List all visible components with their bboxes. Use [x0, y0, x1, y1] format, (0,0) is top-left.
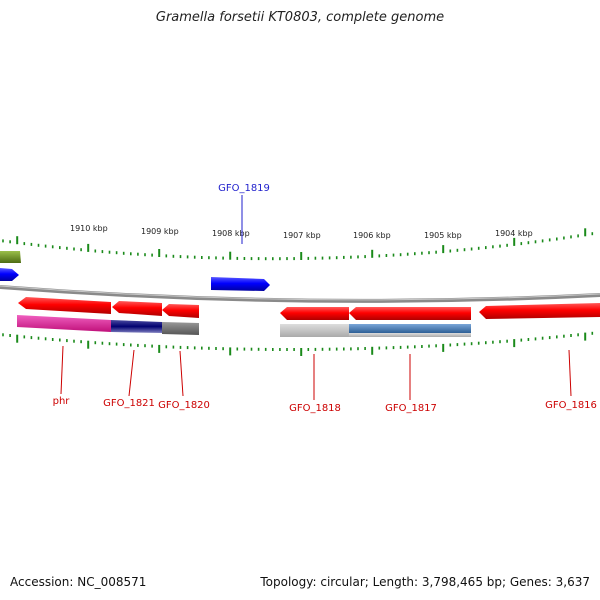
leader-gfo-1821	[128, 349, 135, 397]
lower-tick-ruler	[2, 331, 594, 356]
leader-gfo-1820	[179, 350, 184, 397]
scale-label-1908: 1908 kbp	[212, 229, 250, 238]
gene-label-gfo-1817[interactable]: GFO_1817	[385, 403, 437, 414]
product-bar-gfo-1818[interactable]	[280, 324, 349, 337]
gene-arrow-gfo-1817[interactable]	[349, 307, 471, 320]
upper-tick-ruler	[2, 228, 594, 261]
scale-label-1905: 1905 kbp	[424, 231, 462, 240]
gene-label-gfo-1820[interactable]: GFO_1820	[158, 400, 210, 411]
gene-arrow-gfo-1819[interactable]	[211, 277, 270, 291]
gene-label-gfo-1816[interactable]: GFO_1816	[545, 400, 597, 411]
gene-arrow-gfo-1818[interactable]	[280, 307, 349, 320]
scale-label-1910: 1910 kbp	[70, 224, 108, 233]
scale-label-1906: 1906 kbp	[353, 231, 391, 240]
gene-arrow-gfo-1816[interactable]	[479, 303, 600, 319]
gene-label-gfo-1821[interactable]: GFO_1821	[103, 398, 155, 409]
scale-label-1909: 1909 kbp	[141, 227, 179, 236]
accession-text: Accession: NC_008571	[10, 575, 147, 589]
feature-olive-left[interactable]	[0, 251, 21, 263]
product-bar-gfo-1820[interactable]	[162, 322, 199, 335]
product-bar-phr[interactable]	[17, 315, 111, 332]
genome-summary-text: Topology: circular; Length: 3,798,465 bp…	[260, 575, 590, 589]
leader-gfo-1816	[568, 349, 572, 397]
feature-blue-left[interactable]	[0, 268, 19, 281]
gene-arrow-phr[interactable]	[18, 297, 111, 314]
scale-label-1907: 1907 kbp	[283, 231, 321, 240]
gene-label-phr[interactable]: phr	[53, 396, 71, 407]
gene-arrow-gfo-1821[interactable]	[112, 301, 162, 316]
genome-backbone	[0, 285, 600, 303]
gene-arrow-gfo-1820[interactable]	[162, 304, 199, 318]
gene-label-gfo-1819[interactable]: GFO_1819	[218, 183, 270, 194]
product-bar-gfo-1821[interactable]	[111, 320, 162, 333]
map-title: Gramella forsetii KT0803, complete genom…	[155, 10, 445, 25]
product-bar-gfo-1817[interactable]	[349, 324, 471, 333]
scale-label-1904: 1904 kbp	[495, 229, 533, 238]
leader-phr	[60, 345, 64, 395]
gene-label-gfo-1818[interactable]: GFO_1818	[289, 403, 341, 414]
